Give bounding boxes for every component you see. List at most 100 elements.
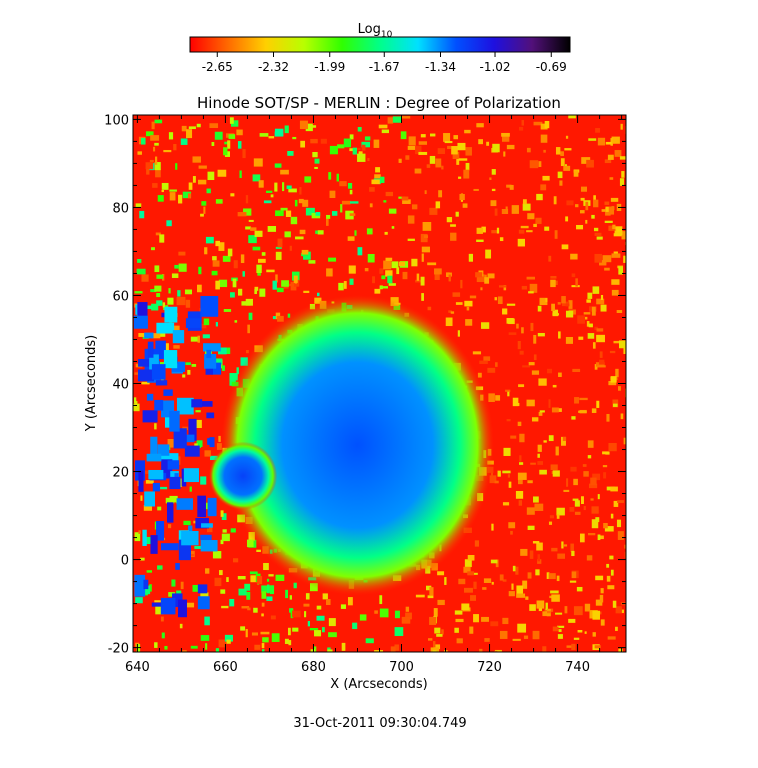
texture-cell: [203, 206, 206, 214]
texture-cell: [457, 330, 460, 337]
texture-cell: [532, 541, 540, 544]
texture-cell: [522, 199, 527, 205]
texture-cell: [593, 199, 599, 208]
texture-cell: [237, 141, 242, 149]
texture-cell: [560, 436, 566, 446]
texture-cell: [593, 227, 599, 232]
feature-penumbra: [221, 295, 494, 596]
texture-cell: [293, 582, 297, 589]
texture-cell: [609, 177, 614, 180]
texture-cell: [372, 276, 375, 284]
texture-cell: [502, 502, 510, 506]
texture-cell: [157, 506, 162, 511]
texture-cell: [503, 447, 511, 456]
texture-cell: [596, 298, 605, 305]
texture-cell: [340, 204, 343, 213]
texture-cell: [381, 129, 389, 134]
texture-cell: [543, 149, 546, 153]
texture-cell: [387, 275, 393, 284]
texture-cell: [415, 145, 422, 155]
texture-cell: [215, 280, 220, 290]
texture-cell: [458, 158, 468, 161]
texture-cell: [151, 303, 159, 311]
texture-cell: [542, 611, 550, 617]
texture-cell: [579, 397, 588, 401]
texture-cell: [289, 595, 292, 600]
texture-cell: [608, 443, 617, 452]
texture-cell: [507, 391, 510, 397]
texture-cell: [321, 627, 325, 633]
texture-cell: [565, 216, 569, 222]
texture-cell: [186, 129, 193, 139]
texture-cell: [571, 550, 575, 557]
texture-cell: [621, 231, 626, 240]
texture-cell: [462, 203, 468, 208]
texture-cell: [615, 368, 619, 378]
texture-cell: [451, 146, 458, 155]
texture-cell: [176, 296, 186, 306]
texture-cell: [427, 638, 433, 641]
texture-cell: [272, 316, 277, 320]
texture-cell: [245, 195, 249, 204]
texture-cell: [365, 638, 374, 644]
texture-cell: [484, 277, 490, 284]
texture-cell: [218, 639, 226, 648]
texture-cell: [495, 559, 499, 568]
texture-cell: [152, 482, 160, 492]
x-tick-label: 680: [301, 660, 326, 675]
texture-cell: [183, 468, 199, 483]
texture-cell: [549, 515, 554, 519]
texture-cell: [609, 350, 616, 354]
texture-cell: [246, 539, 254, 548]
texture-cell: [314, 297, 322, 304]
texture-cell: [497, 470, 501, 477]
texture-cell: [435, 158, 442, 168]
texture-cell: [491, 169, 496, 175]
texture-cell: [444, 141, 453, 144]
texture-cell: [205, 568, 210, 574]
texture-cell: [380, 286, 389, 289]
texture-cell: [400, 131, 407, 140]
texture-cell: [517, 340, 521, 350]
texture-cell: [572, 498, 579, 501]
texture-cell: [402, 199, 411, 204]
texture-cell: [180, 581, 184, 590]
texture-cell: [275, 274, 278, 283]
y-axis-label: Y (Arcseconds): [84, 335, 99, 432]
texture-cell: [458, 176, 462, 179]
texture-cell: [229, 373, 238, 381]
texture-cell: [592, 342, 596, 349]
texture-cell: [146, 453, 162, 462]
texture-cell: [545, 602, 548, 611]
texture-cell: [241, 301, 251, 306]
texture-cell: [329, 190, 336, 199]
texture-cell: [391, 261, 399, 269]
texture-cell: [429, 133, 436, 137]
texture-cell: [610, 197, 619, 202]
texture-cell: [491, 230, 500, 234]
texture-cell: [163, 149, 172, 153]
texture-cell: [315, 230, 318, 234]
texture-cell: [494, 208, 498, 216]
feature-pore: [208, 441, 278, 511]
texture-cell: [221, 605, 229, 609]
texture-cell: [240, 626, 246, 631]
x-tick-label: 660: [213, 660, 238, 675]
texture-cell: [141, 381, 150, 385]
texture-cell: [566, 478, 569, 487]
texture-cell: [420, 276, 425, 286]
texture-cell: [186, 602, 195, 608]
texture-cell: [347, 236, 355, 241]
texture-cell: [540, 134, 548, 143]
texture-cell: [209, 123, 219, 129]
texture-cell: [574, 500, 580, 507]
texture-cell: [220, 539, 224, 545]
texture-cell: [153, 146, 156, 152]
x-axis: 640 660 680 700 720 740: [125, 115, 623, 675]
texture-cell: [561, 541, 564, 549]
texture-cell: [316, 615, 325, 621]
texture-cell: [519, 462, 524, 465]
texture-cell: [560, 158, 565, 167]
texture-cell: [221, 533, 230, 542]
texture-cell: [557, 302, 561, 305]
